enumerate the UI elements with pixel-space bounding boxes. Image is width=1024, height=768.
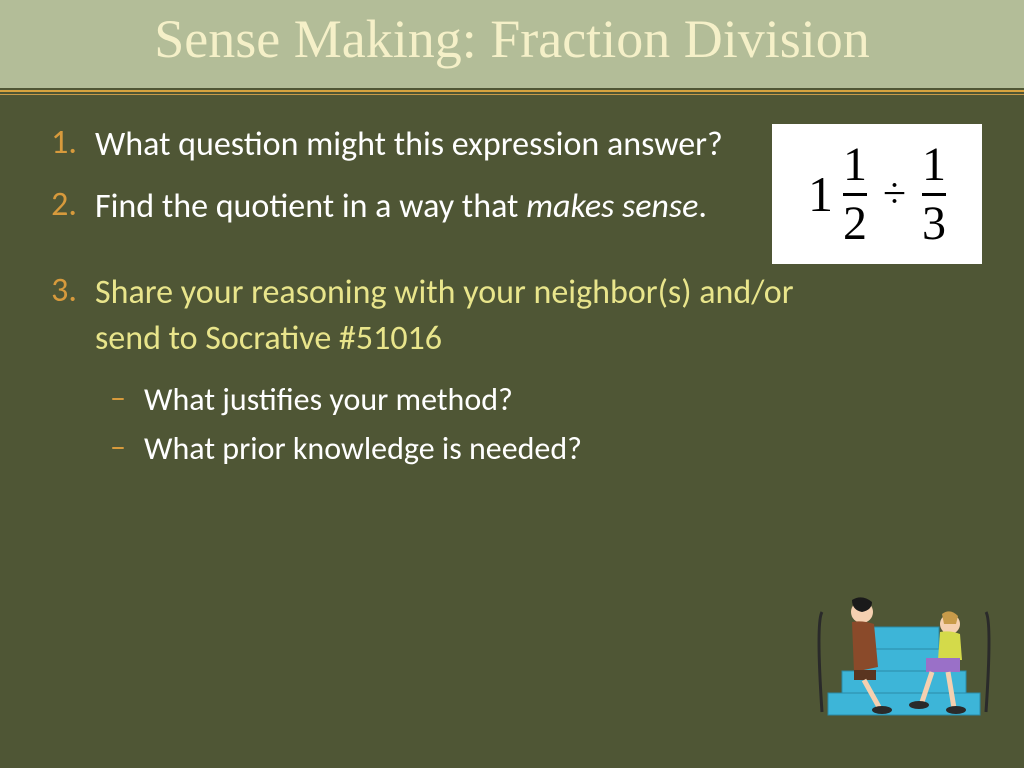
- sub-text: What prior knowledge is needed?: [144, 427, 582, 470]
- item-number: 3.: [40, 270, 95, 362]
- people-on-stairs-clipart: [814, 572, 994, 722]
- sub-text: What justifies your method?: [144, 378, 513, 421]
- slide-title: Sense Making: Fraction Division: [0, 8, 1024, 70]
- sub-item: – What justifies your method?: [110, 378, 984, 421]
- math-operator: ÷: [877, 170, 912, 218]
- item-text: Find the quotient in a way that makes se…: [95, 184, 707, 230]
- bullet-dash: –: [110, 427, 144, 470]
- bullet-dash: –: [110, 378, 144, 421]
- math-expression: 1 1 2 ÷ 1 3: [808, 141, 946, 248]
- math-fraction-1: 1 2: [843, 141, 867, 248]
- slide-content: 1 1 2 ÷ 1 3 1. What question might this …: [0, 92, 1024, 470]
- list-item: 3. Share your reasoning with your neighb…: [40, 270, 840, 362]
- list-item: 1. What question might this expression a…: [40, 122, 770, 168]
- math-fraction-2: 1 3: [922, 141, 946, 248]
- item-number: 2.: [40, 184, 95, 230]
- item-text: Share your reasoning with your neighbor(…: [95, 270, 840, 362]
- math-whole: 1: [808, 169, 833, 219]
- sub-item: – What prior knowledge is needed?: [110, 427, 984, 470]
- item-number: 1.: [40, 122, 95, 168]
- math-expression-box: 1 1 2 ÷ 1 3: [772, 124, 982, 264]
- slide-header: Sense Making: Fraction Division: [0, 0, 1024, 88]
- list-item: 2. Find the quotient in a way that makes…: [40, 184, 770, 230]
- item-text: What question might this expression answ…: [95, 122, 723, 168]
